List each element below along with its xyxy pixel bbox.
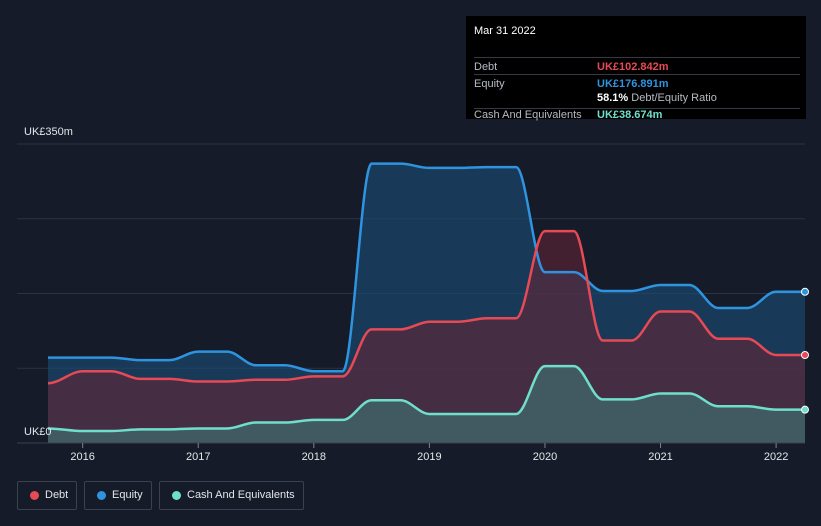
x-tick-label: 2021 xyxy=(648,451,672,463)
cash-end-point xyxy=(801,405,809,414)
tooltip-date: Mar 31 2022 xyxy=(474,25,536,37)
tooltip-ratio-value: 58.1% xyxy=(597,92,629,104)
x-tick-label: 2019 xyxy=(417,451,441,463)
data-tooltip: Mar 31 2022 Debt UK£102.842m Equity UK£1… xyxy=(466,16,806,121)
tooltip-ratio-text: Debt/Equity Ratio xyxy=(631,92,717,104)
tooltip-row-ratio: 58.1% Debt/Equity Ratio xyxy=(474,91,800,108)
tooltip-cash-label: Cash And Equivalents xyxy=(474,109,582,121)
debt-area xyxy=(48,231,805,443)
x-tick-label: 2018 xyxy=(302,451,326,463)
cash-area xyxy=(48,366,805,443)
debt-legend-dot-icon xyxy=(30,491,39,500)
legend-item-cash[interactable]: Cash And Equivalents xyxy=(159,481,304,510)
legend-item-debt[interactable]: Debt xyxy=(17,481,77,510)
tooltip-equity-value: UK£176.891m xyxy=(597,78,669,90)
x-tick-label: 2017 xyxy=(186,451,210,463)
series-areas xyxy=(48,163,805,443)
tooltip-equity-label: Equity xyxy=(474,78,505,90)
tooltip-cash-value: UK£38.674m xyxy=(597,109,663,121)
x-tick-label: 2022 xyxy=(764,451,788,463)
cash-line xyxy=(47,364,805,433)
x-tick-label: 2016 xyxy=(70,451,94,463)
end-markers xyxy=(801,287,809,414)
legend-item-equity[interactable]: Equity xyxy=(84,481,152,510)
tooltip-debt-label: Debt xyxy=(474,61,498,73)
equity-end-point xyxy=(801,287,809,296)
y-axis-bottom-label: UK£0 xyxy=(24,426,52,438)
tooltip-row-debt: Debt UK£102.842m xyxy=(474,57,800,75)
legend-cash-label: Cash And Equivalents xyxy=(187,489,295,501)
tooltip-row-equity: Equity UK£176.891m xyxy=(474,74,800,92)
legend-debt-label: Debt xyxy=(45,489,69,501)
debt-end-point xyxy=(801,351,809,360)
tooltip-ratio: 58.1% Debt/Equity Ratio xyxy=(597,92,717,104)
debt-line xyxy=(47,229,805,385)
series-lines xyxy=(47,162,805,433)
equity-line xyxy=(48,162,805,373)
x-tick-label: 2020 xyxy=(533,451,557,463)
tooltip-debt-value: UK£102.842m xyxy=(597,61,669,73)
tooltip-row-cash: Cash And Equivalents UK£38.674m xyxy=(474,108,800,127)
y-axis-top-label: UK£350m xyxy=(24,126,73,138)
equity-legend-dot-icon xyxy=(97,491,106,500)
cash-legend-dot-icon xyxy=(172,491,181,500)
axes: 2016 2017 2018 2019 2020 2021 2022 xyxy=(17,442,805,463)
legend-equity-label: Equity xyxy=(112,489,143,501)
